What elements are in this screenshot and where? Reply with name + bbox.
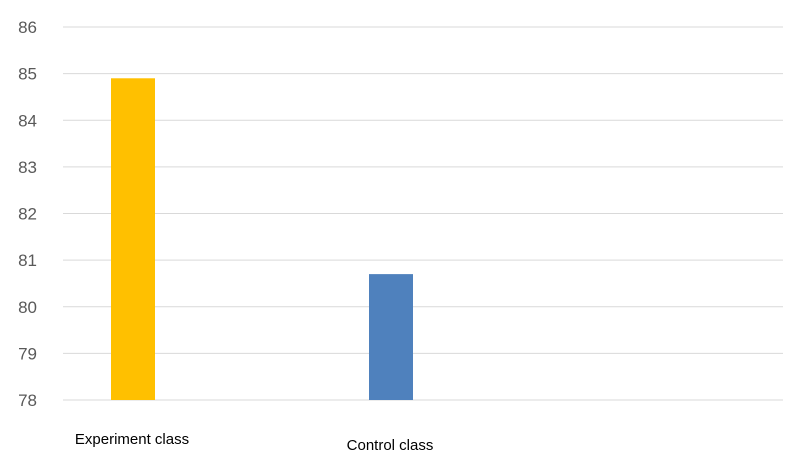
y-tick-label: 78 xyxy=(18,391,37,410)
y-tick-label: 84 xyxy=(18,111,37,130)
y-tick-label: 82 xyxy=(18,205,37,224)
x-category-label: Experiment class xyxy=(75,431,189,448)
y-tick-label: 81 xyxy=(18,251,37,270)
y-tick-label: 86 xyxy=(18,18,37,37)
y-tick-label: 80 xyxy=(18,298,37,317)
y-tick-label: 85 xyxy=(18,65,37,84)
x-axis-categories: Experiment class Control class xyxy=(75,431,433,454)
bars xyxy=(111,78,413,400)
gridlines xyxy=(63,26,783,401)
y-tick-label: 83 xyxy=(18,158,37,177)
x-category-label: Control class xyxy=(347,437,434,454)
bar-experiment-class xyxy=(111,78,155,400)
bar-control-class xyxy=(369,274,413,400)
y-tick-label: 79 xyxy=(18,344,37,363)
y-axis-ticks: 78 79 80 81 82 83 84 85 86 xyxy=(18,18,37,410)
